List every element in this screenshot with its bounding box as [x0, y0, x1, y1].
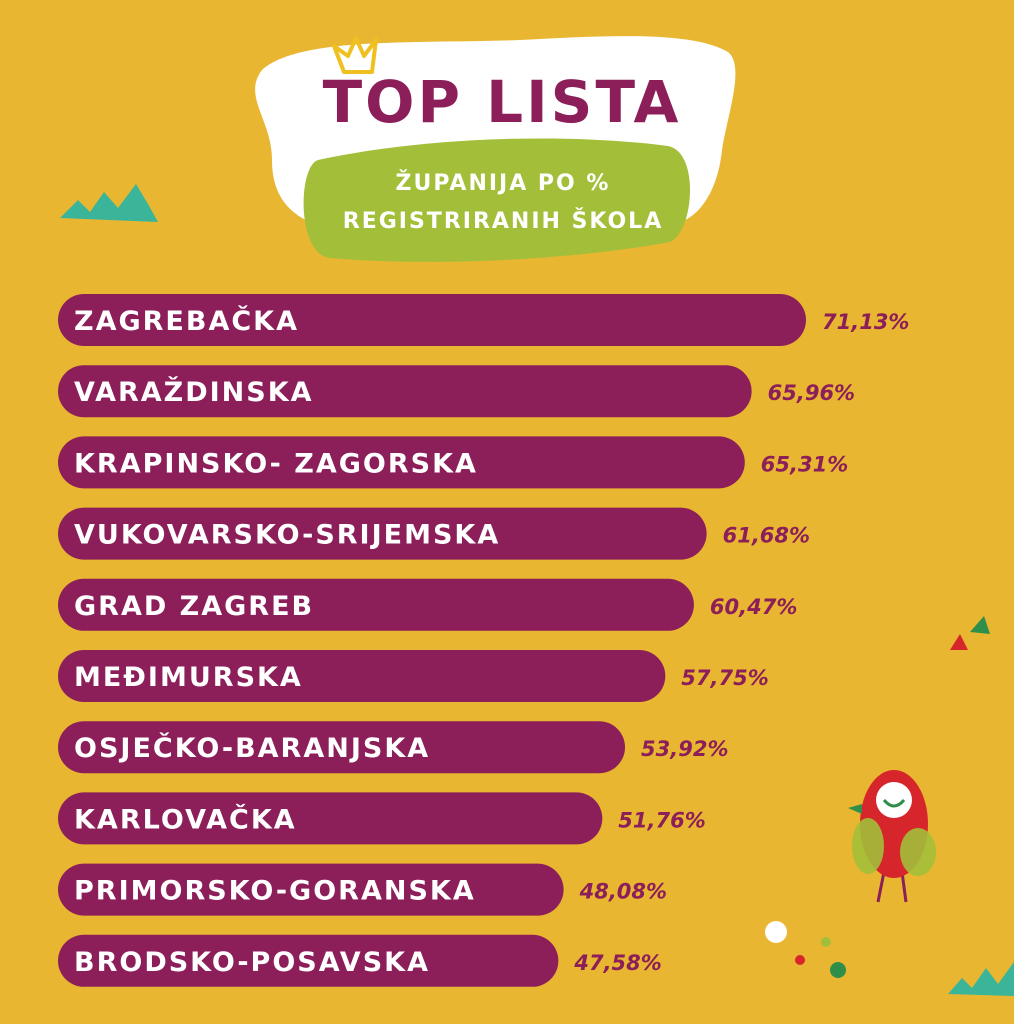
bird-mascot-icon [848, 770, 936, 903]
bar-value-label: 65,96% [768, 381, 855, 405]
bar-category-label: KRAPINSKO- ZAGORSKA [74, 448, 478, 479]
bar-value-label: 51,76% [618, 808, 705, 832]
confetti-dot-green-light [821, 937, 831, 947]
bar-category-label: ZAGREBAČKA [74, 305, 299, 337]
bar-4 [58, 507, 707, 560]
bar-value-label: 53,92% [641, 737, 728, 761]
grass-right-decoration [948, 962, 1014, 996]
bar-2 [58, 365, 752, 418]
page-title: TOP LISTA [323, 68, 682, 136]
bar-category-label: BRODSKO-POSAVSKA [74, 947, 430, 978]
crown-icon [332, 36, 378, 74]
confetti-triangle-red [950, 634, 968, 650]
bar-value-label: 47,58% [573, 951, 661, 975]
grass-left-decoration [60, 184, 158, 222]
bar-6 [58, 650, 666, 702]
confetti-dot-green [830, 962, 846, 978]
confetti-triangle-green [970, 616, 990, 634]
bar-category-label: OSJEČKO-BARANJSKA [74, 732, 430, 764]
bar-value-label: 71,13% [822, 310, 909, 334]
subtitle-line-2: REGISTRIRANIH ŠKOLA [343, 208, 663, 234]
bar-chart: ZAGREBAČKA 71,13% VARAŽDINSKA 65,96% KRAPINS… [58, 294, 909, 987]
bar-value-label: 65,31% [761, 452, 848, 476]
confetti-dot-red [795, 955, 805, 965]
bar-category-label: PRIMORSKO-GORANSKA [74, 876, 476, 907]
subtitle-badge [303, 138, 691, 262]
bar-value-label: 48,08% [579, 880, 667, 904]
bar-value-label: 61,68% [723, 524, 810, 548]
bar-3 [58, 436, 745, 489]
bar-category-label: VUKOVARSKO-SRIJEMSKA [74, 520, 500, 551]
bar-category-label: VARAŽDINSKA [74, 376, 314, 408]
bar-value-label: 57,75% [681, 666, 768, 690]
subtitle-line-1: ŽUPANIJA PO % [396, 170, 611, 196]
bar-9 [58, 863, 564, 916]
bar-1 [58, 294, 806, 346]
bar-value-label: 60,47% [710, 595, 797, 619]
bar-5 [58, 578, 694, 631]
bar-8 [58, 792, 603, 845]
confetti-dot-white [765, 921, 787, 943]
bar-10 [58, 934, 559, 987]
bar-category-label: MEĐIMURSKA [74, 662, 303, 693]
bar-category-label: KARLOVAČKA [74, 803, 297, 835]
bar-7 [58, 721, 626, 774]
bar-category-label: GRAD ZAGREB [74, 591, 314, 622]
